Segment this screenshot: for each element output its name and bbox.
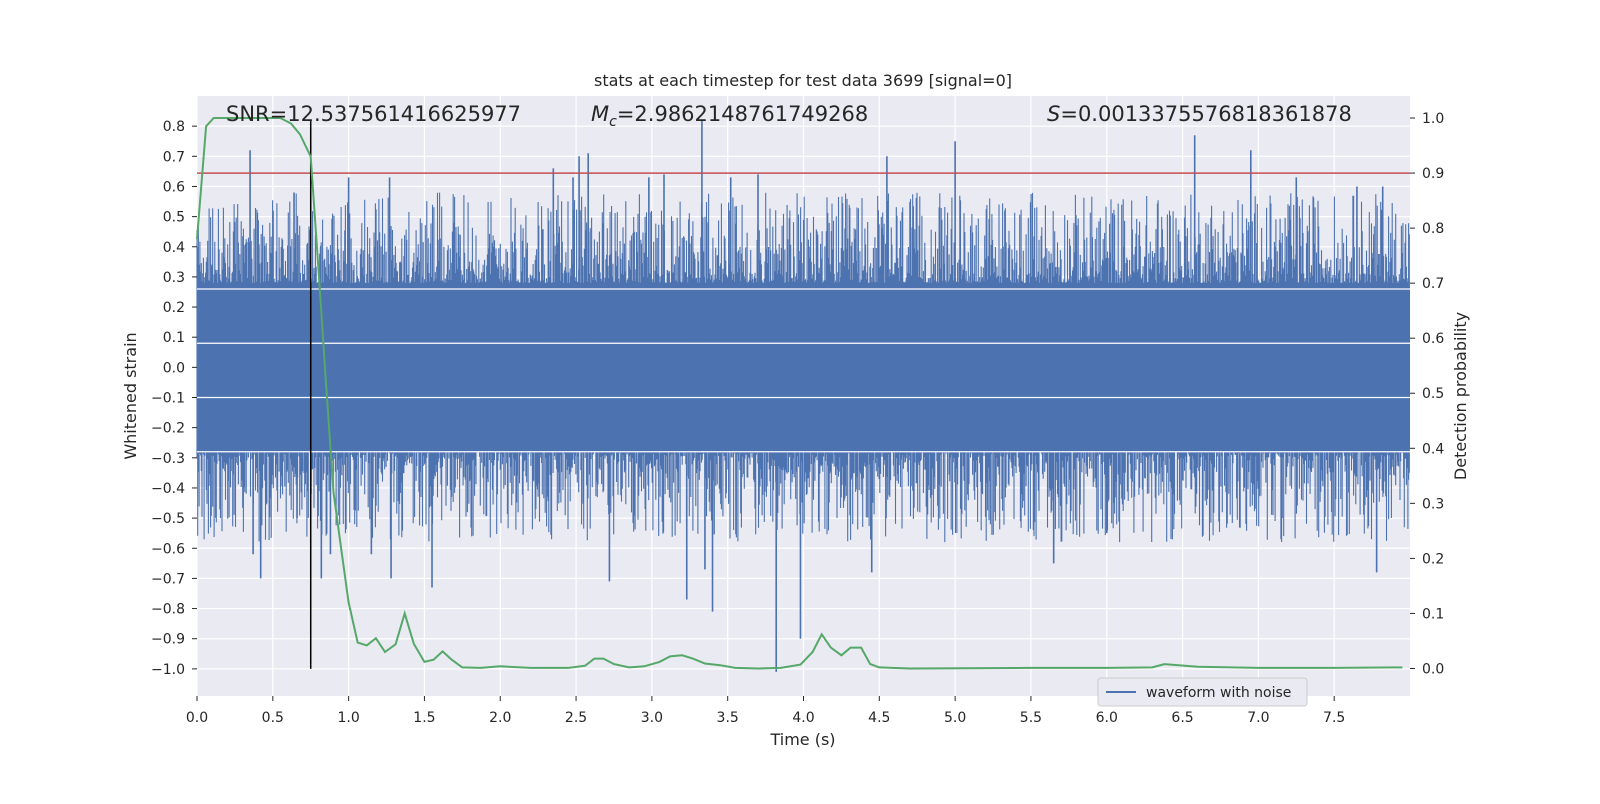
x-axis-ticks: 0.0 0.5 1.0 1.5 2.0 2.5 3.0 3.5 4.0 4.5 5.0 5.5 6.0 6… <box>186 696 1345 726</box>
x-tick-label: 0.5 <box>262 710 284 726</box>
y-tick-label: −0.7 <box>151 571 185 587</box>
x-tick-label: 2.0 <box>489 710 511 726</box>
grid-overlay <box>197 288 1410 453</box>
y-right-tick-label: 0.5 <box>1422 386 1444 402</box>
y-tick-label: −0.6 <box>151 541 185 557</box>
y-tick-label: −0.5 <box>151 511 185 527</box>
y-tick-label: 0.4 <box>163 240 185 256</box>
y-right-tick-label: 0.7 <box>1422 276 1444 292</box>
y-tick-label: 0.8 <box>163 119 185 135</box>
x-tick-label: 1.5 <box>413 710 435 726</box>
waveform-series <box>196 120 1410 672</box>
chirp-mass-value: =2.9862148761749268 <box>617 102 868 126</box>
y-tick-label: −1.0 <box>151 662 185 678</box>
x-tick-label: 5.0 <box>944 710 966 726</box>
chirp-mass-annotation: Mc=2.9862148761749268 <box>591 102 868 130</box>
y-tick-label: 0.6 <box>163 179 185 195</box>
x-tick-label: 3.0 <box>641 710 663 726</box>
x-tick-label: 2.5 <box>565 710 587 726</box>
legend-box <box>1097 677 1308 707</box>
y-tick-label: −0.3 <box>151 451 185 467</box>
s-value: =0.0013375576818361878 <box>1060 102 1352 126</box>
y-tick-label: −0.1 <box>151 391 185 407</box>
y-tick-label: 0.0 <box>163 360 185 376</box>
y-tick-label: −0.8 <box>151 602 185 618</box>
snr-label: SNR <box>226 102 270 126</box>
x-axis-label: Time (s) <box>769 730 835 749</box>
waveform-noise <box>196 192 1410 543</box>
chirp-mass-subscript: c <box>609 114 617 130</box>
y-axis-ticks: 0.8 0.7 0.6 0.5 0.4 0.3 0.2 0.1 0.0 −0.1 −0.2 −0.3 −… <box>151 119 197 678</box>
legend: waveform with noise <box>1097 677 1308 707</box>
y-right-tick-label: 0.8 <box>1422 221 1444 237</box>
x-tick-label: 6.0 <box>1096 710 1118 726</box>
y-tick-label: 0.7 <box>163 149 185 165</box>
legend-label: waveform with noise <box>1146 685 1291 701</box>
y-right-tick-label: 1.0 <box>1422 111 1444 127</box>
x-tick-label: 3.5 <box>717 710 739 726</box>
y-tick-label: −0.2 <box>151 421 185 437</box>
y-tick-label: 0.1 <box>163 330 185 346</box>
s-symbol: S <box>1047 102 1060 126</box>
x-tick-label: 4.5 <box>868 710 890 726</box>
y-right-tick-label: 0.9 <box>1422 166 1444 182</box>
x-tick-label: 6.5 <box>1171 710 1193 726</box>
y-right-tick-label: 0.3 <box>1422 496 1444 512</box>
detection-probability-line <box>196 117 1403 670</box>
y-tick-label: 0.5 <box>163 210 185 226</box>
chart-title: stats at each timestep for test data 369… <box>594 71 1012 90</box>
y-right-tick-label: 0.4 <box>1422 441 1444 457</box>
y-right-tick-label: 0.1 <box>1422 606 1444 622</box>
chirp-mass-symbol: M <box>591 102 609 126</box>
y-tick-label: −0.9 <box>151 632 185 648</box>
x-tick-label: 4.0 <box>792 710 814 726</box>
y-tick-label: −0.4 <box>151 481 185 497</box>
y-axis-label: Whitened strain <box>121 332 140 459</box>
y-right-tick-label: 0.2 <box>1422 551 1444 567</box>
y-right-tick-label: 0.6 <box>1422 331 1444 347</box>
y-tick-label: 0.3 <box>163 270 185 286</box>
snr-value: =12.537561416625977 <box>270 102 521 126</box>
x-tick-label: 0.0 <box>186 710 208 726</box>
y-right-tick-label: 0.0 <box>1422 661 1444 677</box>
y-right-axis-ticks: 1.0 0.9 0.8 0.7 0.6 0.5 0.4 0.3 0.2 0.1 0.0 <box>1410 111 1444 677</box>
x-tick-label: 5.5 <box>1020 710 1042 726</box>
x-tick-label: 7.5 <box>1323 710 1345 726</box>
y-tick-label: 0.2 <box>163 300 185 316</box>
snr-annotation: SNR=12.537561416625977 <box>226 102 521 126</box>
x-tick-label: 7.0 <box>1247 710 1269 726</box>
s-annotation: S=0.0013375576818361878 <box>1047 102 1352 126</box>
y-right-axis-label: Detection probability <box>1451 312 1470 480</box>
x-tick-label: 1.0 <box>337 710 359 726</box>
